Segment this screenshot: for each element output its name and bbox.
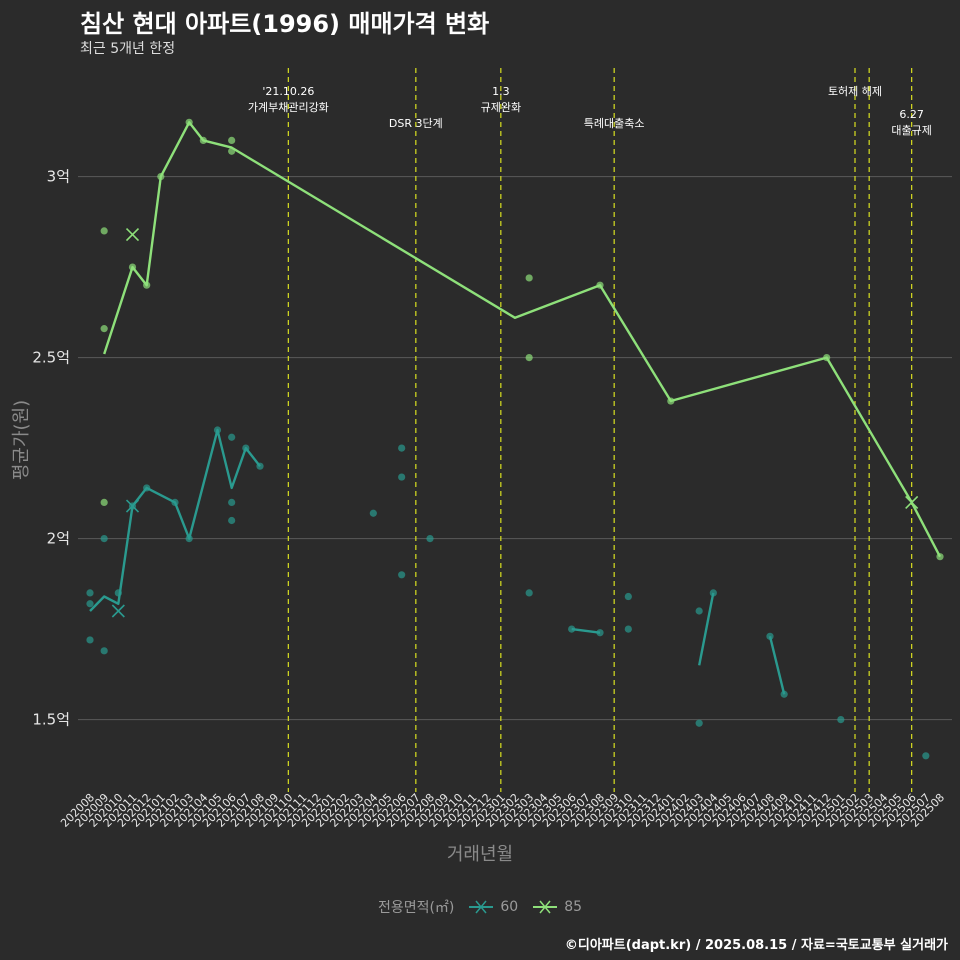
series-60-point xyxy=(100,535,108,543)
series-85-point xyxy=(185,118,193,126)
series-60-line xyxy=(571,627,601,634)
source-caption: ©디아파트(dapt.kr) / 2025.08.15 / 자료=국토교통부 실… xyxy=(564,938,948,953)
event-label: '21.10.26 xyxy=(262,85,314,98)
series-60-point xyxy=(398,473,406,481)
chart-title: 침산 현대 아파트(1996) 매매가격 변화 xyxy=(80,10,490,38)
series-60-point xyxy=(398,444,406,452)
series-60-cross-marker xyxy=(125,499,140,513)
series-85-point xyxy=(100,498,108,506)
legend: 전용면적(㎡) 60 85 xyxy=(0,897,960,917)
series-60-point xyxy=(86,600,94,608)
series-60-point xyxy=(695,607,703,615)
series-60-point xyxy=(213,426,222,434)
series-85-point xyxy=(823,354,831,362)
series-60-point xyxy=(185,535,193,543)
series-60-point xyxy=(596,629,604,637)
series-60-point xyxy=(242,444,250,452)
legend-title: 전용면적(㎡) xyxy=(377,900,455,916)
series-60-point xyxy=(766,632,774,640)
series-85-point xyxy=(128,263,137,271)
event-label: 6.27 xyxy=(899,108,924,121)
series-85-point xyxy=(157,173,165,181)
series-60-point xyxy=(369,509,377,517)
event-label: 토허제 해제 xyxy=(828,84,882,98)
y-tick-label: 2억 xyxy=(47,530,70,548)
series-85-point xyxy=(936,553,944,561)
event-label: 대출규제 xyxy=(891,124,931,137)
series-85-cross-marker xyxy=(125,227,140,242)
series-60-point xyxy=(100,647,108,655)
series-60-point xyxy=(143,484,151,492)
series-60-point xyxy=(228,498,236,506)
series-85-point xyxy=(100,227,108,235)
legend-item-85: 85 xyxy=(532,899,582,915)
series-60-point xyxy=(624,625,632,633)
series-85-line xyxy=(103,121,942,558)
event-label: DSR 3단계 xyxy=(389,117,443,130)
series-85-cross-marker xyxy=(905,495,919,509)
event-label: 규제완화 xyxy=(481,101,521,114)
legend-key-60-icon xyxy=(469,900,494,914)
series-85-point xyxy=(667,397,675,405)
series-60-cross-marker xyxy=(111,604,125,618)
event-label: 가계부채관리강화 xyxy=(248,101,329,114)
event-label: 특례대출축소 xyxy=(584,117,645,130)
series-60-line xyxy=(698,592,715,666)
series-60-point xyxy=(525,589,533,597)
series-60-point xyxy=(228,516,236,525)
legend-label-60: 60 xyxy=(500,899,519,915)
series-85-point xyxy=(228,136,236,144)
chart-subtitle: 최근 5개년 한정 xyxy=(80,41,176,57)
series-60-point xyxy=(426,535,434,543)
series-85-point xyxy=(525,274,533,282)
series-60-point xyxy=(624,592,632,601)
legend-label-85: 85 xyxy=(564,899,583,915)
series-60-point xyxy=(837,716,845,724)
series-60-line xyxy=(768,636,786,695)
series-85-point xyxy=(596,281,604,289)
x-axis-title: 거래년월 xyxy=(446,844,514,865)
series-60-point xyxy=(922,752,930,760)
y-tick-label: 2.5억 xyxy=(32,349,70,367)
series-85-point xyxy=(143,281,151,289)
series-60-point xyxy=(86,636,94,644)
y-tick-label: 3억 xyxy=(47,168,70,186)
series-60-point xyxy=(695,719,703,727)
legend-item-60: 60 xyxy=(468,899,518,915)
series-60-point xyxy=(780,690,788,698)
series-60-point xyxy=(171,498,179,506)
series-60-point xyxy=(256,462,264,470)
series-60-point xyxy=(709,589,717,597)
series-85-point xyxy=(199,136,207,144)
series-60-point xyxy=(86,589,94,597)
series-60-point xyxy=(398,571,406,579)
series-85-point xyxy=(100,325,108,333)
legend-key-85-icon xyxy=(533,900,558,914)
y-axis-title: 평균가(원) xyxy=(11,399,32,481)
series-85-point xyxy=(228,147,236,155)
series-85-point xyxy=(525,354,533,362)
event-label: 1.3 xyxy=(492,85,510,98)
series-60-point xyxy=(568,625,576,633)
y-tick-label: 1.5억 xyxy=(32,711,70,729)
series-60-point xyxy=(228,433,236,441)
series-60-point xyxy=(114,589,122,597)
